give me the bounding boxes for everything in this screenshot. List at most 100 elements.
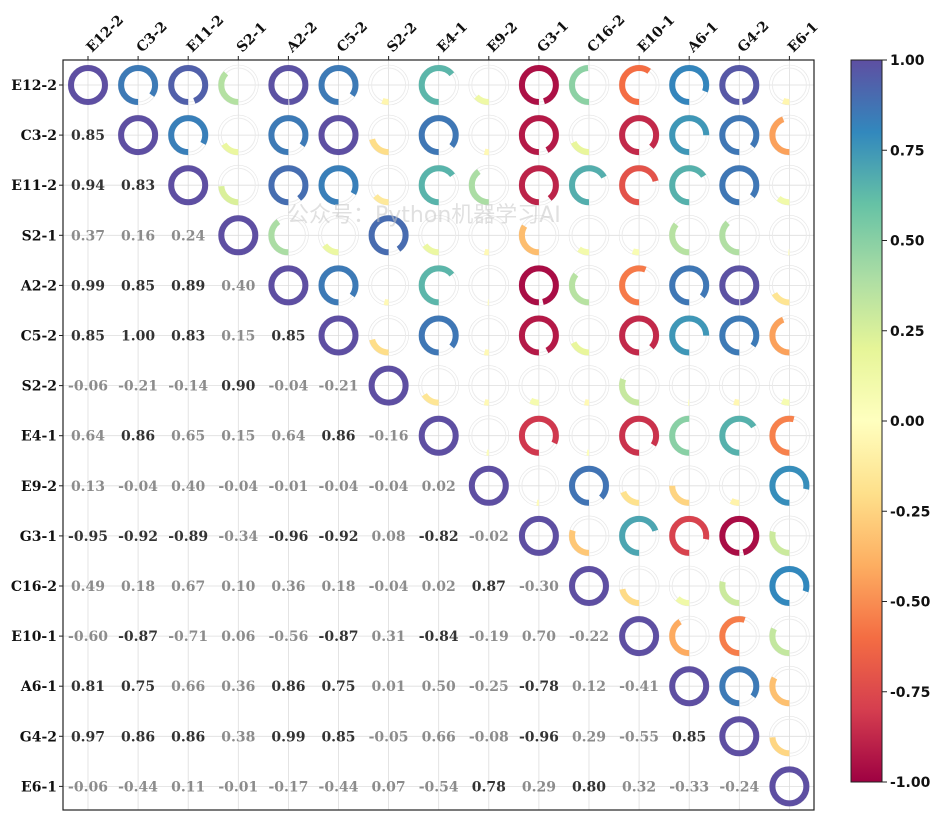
donut-arc xyxy=(218,215,259,256)
donut-arc xyxy=(669,165,710,206)
correlation-value-G4-2-C5-2: 0.85 xyxy=(321,729,355,745)
correlation-value-A6-1-G3-1: -0.78 xyxy=(519,679,559,695)
correlation-value-S2-2-E12-2: -0.06 xyxy=(68,379,108,395)
donut-arc xyxy=(719,616,760,657)
donut-arc xyxy=(619,465,660,506)
correlation-value-A6-1-C16-2: 0.12 xyxy=(572,679,606,695)
donut-arc xyxy=(418,315,459,356)
row-label: S2-1 xyxy=(22,228,57,244)
donut-cell-E11-2-E11-2 xyxy=(167,164,209,206)
correlation-value-E6-1-C3-2: -0.44 xyxy=(118,779,158,795)
column-label: S2-1 xyxy=(234,19,270,55)
donut-arc xyxy=(468,165,509,206)
donut-arc xyxy=(719,265,760,306)
donut-arc xyxy=(118,115,159,156)
donut-arc xyxy=(669,65,710,105)
donut-arc xyxy=(719,465,760,506)
donut-arc xyxy=(769,65,810,105)
column-label: S2-2 xyxy=(384,19,420,55)
row-label: E9-2 xyxy=(21,479,57,495)
correlation-value-A2-2-C3-2: 0.85 xyxy=(121,278,155,294)
column-label: E11-2 xyxy=(184,12,228,56)
correlation-value-G3-1-E4-1: -0.82 xyxy=(419,529,459,545)
donut-cell-E9-2-E6-1 xyxy=(769,465,810,507)
row-label: S2-2 xyxy=(22,379,57,395)
donut-cell-E12-2-S2-2 xyxy=(368,64,409,106)
donut-cell-E12-2-A2-2 xyxy=(268,64,309,106)
donut-arc xyxy=(168,165,209,206)
donut-arc xyxy=(669,465,710,506)
donut-arc xyxy=(619,265,660,306)
correlation-value-G4-2-E9-2: -0.08 xyxy=(469,729,509,745)
donut-cell-E11-2-S2-2 xyxy=(368,164,409,206)
donut-arc xyxy=(468,65,509,105)
donut-cell-E12-2-E6-1 xyxy=(769,64,810,106)
donut-cell-C3-2-A2-2 xyxy=(268,114,309,156)
correlation-value-G4-2-E10-1: -0.55 xyxy=(619,729,659,745)
donut-cell-E11-2-C16-2 xyxy=(568,164,610,206)
correlation-value-C16-2-E12-2: 0.49 xyxy=(71,579,105,595)
correlation-value-G4-2-E12-2: 0.97 xyxy=(71,729,105,745)
correlation-value-G3-1-C5-2: -0.92 xyxy=(319,529,359,545)
correlation-value-G3-1-C3-2: -0.92 xyxy=(118,529,158,545)
donut-arc xyxy=(368,165,409,206)
column-label: E12-2 xyxy=(84,12,128,56)
donut-arc xyxy=(518,115,559,156)
donut-arc xyxy=(619,365,660,406)
correlation-value-S2-1-C3-2: 0.16 xyxy=(121,228,155,244)
correlation-value-S2-1-E11-2: 0.24 xyxy=(171,228,205,244)
donut-arc xyxy=(518,265,559,306)
donut-arc xyxy=(719,365,760,406)
donut-arc xyxy=(619,215,660,256)
donut-cell-S2-2-E6-1 xyxy=(769,365,810,406)
correlation-value-E4-1-C5-2: 0.86 xyxy=(321,429,355,445)
donut-cell-S2-2-E9-2 xyxy=(468,365,510,406)
donut-cell-E11-2-S2-1 xyxy=(218,164,259,206)
donut-arc xyxy=(669,666,710,707)
donut-arc xyxy=(769,515,810,556)
donut-cell-A2-2-G3-1 xyxy=(518,265,560,306)
donut-arc xyxy=(569,265,609,306)
correlation-value-E10-1-G3-1: 0.70 xyxy=(522,629,556,645)
donut-arc xyxy=(318,115,359,156)
correlation-value-G3-1-E12-2: -0.95 xyxy=(68,529,108,545)
donut-cell-S2-1-C16-2 xyxy=(568,215,610,256)
donut-cell-E9-2-C16-2 xyxy=(568,465,610,507)
donut-arc xyxy=(669,215,710,256)
correlation-value-E9-2-E4-1: 0.02 xyxy=(422,479,456,495)
donut-arc xyxy=(669,265,710,306)
donut-arc xyxy=(318,315,359,356)
donut-arc xyxy=(318,215,359,256)
donut-cell-C3-2-E4-1 xyxy=(418,114,460,156)
donut-arc xyxy=(569,515,609,556)
donut-cell-C3-2-S2-1 xyxy=(218,114,259,156)
correlation-value-C16-2-E4-1: 0.02 xyxy=(422,579,456,595)
correlation-value-E10-1-A2-2: -0.56 xyxy=(268,629,308,645)
correlation-value-C3-2-E12-2: 0.85 xyxy=(71,128,105,144)
donut-cell-C16-2-G4-2 xyxy=(718,565,760,607)
correlation-value-S2-2-E11-2: -0.14 xyxy=(168,379,208,395)
donut-arc xyxy=(769,465,810,506)
correlation-value-C16-2-E11-2: 0.67 xyxy=(171,579,205,595)
donut-cell-E4-1-E10-1 xyxy=(618,415,660,457)
correlation-value-E6-1-G4-2: -0.24 xyxy=(719,779,759,795)
donut-arc xyxy=(719,415,760,456)
correlation-value-C5-2-S2-1: 0.15 xyxy=(221,329,255,345)
donut-arc xyxy=(468,465,509,506)
donut-cell-C3-2-G3-1 xyxy=(518,114,560,156)
colorbar-tick-label: -0.25 xyxy=(890,504,930,520)
correlation-value-E6-1-E4-1: -0.54 xyxy=(419,779,459,795)
donut-arc xyxy=(719,215,760,256)
row-label: C16-2 xyxy=(11,579,57,595)
correlation-value-E9-2-C3-2: -0.04 xyxy=(118,479,158,495)
donut-arc xyxy=(769,566,810,606)
donut-cell-E12-2-E4-1 xyxy=(418,64,460,106)
correlation-value-E10-1-C16-2: -0.22 xyxy=(569,629,609,645)
donut-arc xyxy=(719,515,760,556)
donut-cell-S2-1-E10-1 xyxy=(618,215,660,256)
correlation-value-E10-1-C3-2: -0.87 xyxy=(118,629,158,645)
colorbar-tick-label: 0.00 xyxy=(890,414,925,430)
donut-cell-E12-2-E11-2 xyxy=(167,64,209,106)
row-labels: E12-2 C3-2 E11-2 S2-1 A2-2 C5-2 S2-2 E4-1 E9-2 G3… xyxy=(11,78,63,795)
